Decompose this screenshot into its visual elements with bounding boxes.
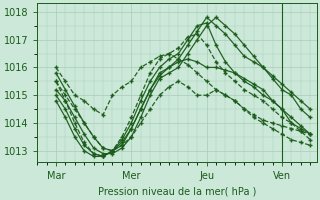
X-axis label: Pression niveau de la mer( hPa ): Pression niveau de la mer( hPa ) <box>98 187 256 197</box>
